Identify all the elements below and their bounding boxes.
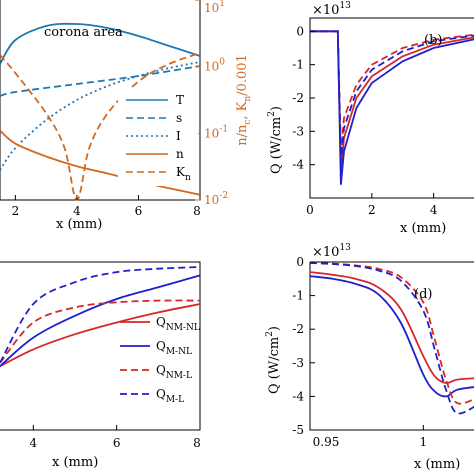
panel-c-axes [0, 261, 201, 431]
panel-d-y-tick-label: -2 [292, 322, 304, 336]
panel-a-legend-label: T [176, 93, 184, 107]
panel-a-x-label: x (mm) [56, 217, 102, 232]
panel-c-legend-label: QNM-L [156, 363, 192, 381]
panel-d-y-tick-label: -4 [292, 389, 304, 403]
panel-d-x-label: x (mm) [414, 457, 460, 472]
panel-b-multiplier: ×1013 [312, 1, 351, 18]
panel-a-legend-label: n [176, 147, 184, 161]
panel-b-x-ticks: 0 2 4 [306, 193, 438, 217]
panel-a-right-y-label: n/nc, Kn/0.001 [235, 54, 253, 146]
panel-d-y-tick-label: -3 [292, 356, 304, 370]
panel-d-tag: (d) [414, 287, 432, 302]
panel-a-series-k-n [0, 52, 201, 201]
panel-a-x-tick-label: 2 [12, 204, 20, 218]
panel-b-x-label: x (mm) [400, 221, 446, 236]
panel-b-x-tick-label: 0 [306, 203, 314, 217]
panel-d-y-tick-label: 0 [296, 255, 304, 269]
panel-a: 2 4 6 8 10-2 10-1 100 101 corona area x (mm) n… [0, 0, 253, 232]
panel-d-series-q-m-l [309, 262, 474, 415]
panel-a-series-t [0, 22, 201, 65]
panel-c-series-q-m-nl [0, 274, 201, 367]
panel-b-y-tick-label: -3 [292, 124, 304, 138]
panel-a-legend-label: s [176, 111, 182, 125]
panel-a-y-tick-label: 100 [204, 58, 225, 74]
panel-b-x-tick-label: 2 [368, 203, 376, 217]
panel-a-x-tick-label: 4 [73, 204, 81, 218]
panel-a-series-i [0, 61, 201, 171]
panel-b-y-tick-label: -2 [292, 91, 304, 105]
panel-a-y-tick-label: 101 [204, 0, 225, 15]
panel-b-series-q-m-l [310, 30, 474, 162]
panel-c-x-ticks: 4 6 8 [30, 425, 201, 450]
panel-b-y-label: Q (W/cm2) [267, 106, 284, 174]
panel-a-x-tick-label: 8 [193, 204, 201, 218]
panel-c-x-tick-label: 4 [30, 436, 38, 450]
panel-b-tag: (b) [424, 33, 442, 48]
panel-c-series-q-m-l [0, 266, 201, 364]
panel-d-curves [309, 261, 474, 415]
panel-b-y-ticks: 0 -1 -2 -3 -4 [292, 24, 315, 172]
panel-a-curves [0, 22, 201, 201]
panel-d-y-tick-label: -1 [292, 289, 304, 303]
panel-c: 4 6 8 QNM-NL QM-NL QNM-L QM-L x (mm) [0, 261, 201, 470]
panel-b-y-tick-label: -1 [292, 58, 304, 72]
panel-b-x-tick-label: 4 [430, 203, 438, 217]
panel-d-x-tick-label: 1 [420, 435, 428, 449]
panel-c-legend-label: QM-L [156, 387, 184, 405]
panel-d-axes [309, 261, 474, 431]
panel-a-annotation: corona area [44, 25, 123, 40]
panel-a-legend-label: I [176, 129, 181, 143]
panel-c-x-tick-label: 8 [193, 436, 201, 450]
panel-a-axes [0, 0, 201, 201]
panel-a-legend-label: Kn [176, 165, 191, 183]
panel-b-y-tick-label: -4 [292, 158, 304, 172]
panel-d-x-tick-label: 0.95 [313, 435, 340, 449]
panel-d-y-label: Q (W/cm2) [265, 326, 282, 394]
panel-c-legend-label: QNM-NL [156, 315, 200, 333]
panel-a-y-tick-label: 10-2 [204, 191, 228, 207]
panel-b-series-q-nm-nl [310, 30, 474, 172]
panel-b: 0 2 4 0 -1 -2 -3 -4 ×1013 (b) Q (W/cm2) x (mm) [267, 1, 474, 236]
panel-c-series-q-nm-l [0, 299, 201, 364]
panel-d-y-ticks: 0 -1 -2 -3 -4 -5 [292, 255, 315, 437]
panel-c-series-q-nm-nl [0, 303, 201, 368]
panel-b-series-q-nm-l [310, 30, 474, 152]
panel-d-y-tick-label: -5 [292, 423, 304, 437]
panel-d-x-ticks: 0.95 1 [309, 425, 428, 449]
panel-b-axes [309, 17, 474, 199]
panel-b-y-tick-label: 0 [296, 24, 304, 38]
panel-c-legend: QNM-NL QM-NL QNM-L QM-L [120, 315, 200, 405]
panel-d: 0.95 1 0 -1 -2 -3 -4 -5 ×1013 (d) Q (W/cm2) x … [265, 243, 474, 472]
panel-a-series-s [0, 65, 201, 97]
panel-a-x-ticks: 2 4 6 8 [12, 195, 201, 218]
panel-a-series-n [0, 129, 201, 196]
panel-a-legend-box [118, 88, 198, 186]
panel-c-legend-label: QM-NL [156, 339, 192, 357]
panel-c-x-tick-label: 6 [113, 436, 121, 450]
panel-a-x-tick-label: 6 [135, 204, 143, 218]
panel-b-curves [310, 30, 474, 185]
panel-a-y-tick-label: 10-1 [204, 124, 228, 140]
panel-d-multiplier: ×1013 [312, 243, 351, 260]
panel-d-series-q-m-nl [309, 275, 474, 398]
panel-c-x-label: x (mm) [52, 455, 98, 470]
panel-c-curves [0, 266, 201, 368]
panel-d-series-q-nm-nl [309, 271, 474, 384]
